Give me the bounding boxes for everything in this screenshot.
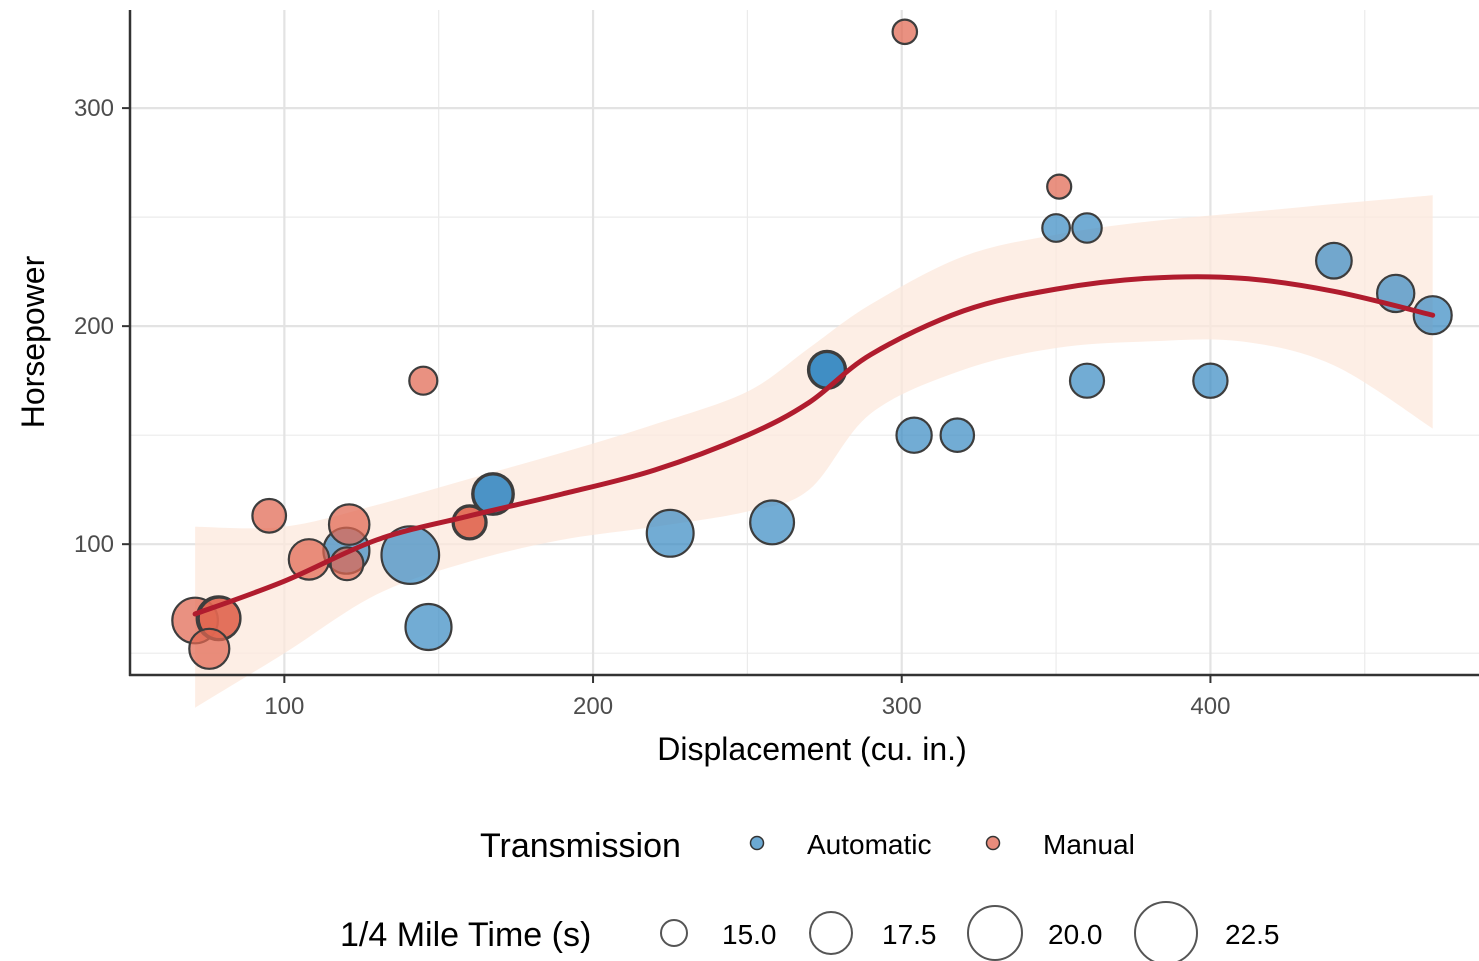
point-automatic	[380, 525, 441, 585]
quarter-mile-legend: 1/4 Mile Time (s) 15.0 17.5 20.0 22.5	[340, 901, 1280, 961]
point-manual	[1046, 173, 1073, 200]
point-automatic	[472, 473, 514, 515]
smooth-line-layer	[192, 274, 1436, 617]
point-automatic	[939, 417, 976, 454]
point-manual	[287, 538, 331, 581]
x-tick-label: 100	[264, 693, 304, 720]
confidence-band	[195, 195, 1433, 708]
axes: 100 200 300 400 100 200 300	[74, 10, 1479, 720]
confidence-band-layer	[195, 195, 1433, 708]
transmission-legend: Transmission Automatic Manual	[480, 827, 1135, 865]
point-manual	[327, 503, 371, 546]
legend-title-quarter-mile: 1/4 Mile Time (s)	[340, 916, 591, 954]
x-axis-title: Displacement (cu. in.)	[657, 731, 966, 767]
point-automatic	[1071, 212, 1103, 244]
legend-size-label-15: 15.0	[722, 919, 777, 950]
legend-key-automatic	[749, 835, 765, 851]
point-manual	[188, 627, 231, 670]
point-automatic	[749, 499, 796, 546]
y-tick-label: 300	[74, 95, 114, 122]
legend-size-key-20	[967, 905, 1023, 961]
y-tick-label: 100	[74, 531, 114, 558]
legend-size-key-17-5	[809, 911, 853, 955]
x-tick-label: 400	[1190, 693, 1230, 720]
point-automatic	[1041, 213, 1071, 243]
point-automatic	[1192, 362, 1229, 399]
point-manual	[891, 18, 919, 46]
point-automatic	[1068, 362, 1106, 399]
x-tick-label: 200	[573, 693, 613, 720]
y-tick-label: 200	[74, 313, 114, 340]
point-automatic	[404, 602, 453, 652]
legend-size-key-22-5	[1134, 901, 1198, 961]
x-tick-label: 300	[882, 693, 922, 720]
point-manual	[251, 497, 288, 534]
legend-size-label-20: 20.0	[1048, 919, 1103, 950]
legend-title-transmission: Transmission	[480, 827, 681, 865]
point-manual	[408, 365, 439, 396]
y-axis-title: Horsepower	[15, 255, 51, 428]
legend-size-label-17-5: 17.5	[882, 919, 937, 950]
point-automatic	[1314, 241, 1353, 280]
point-automatic	[895, 416, 933, 454]
point-automatic	[645, 508, 695, 558]
smooth-trend-line	[192, 274, 1436, 617]
legend-size-label-22-5: 22.5	[1225, 919, 1280, 950]
legend-key-manual	[985, 835, 1001, 851]
points-layer	[171, 18, 1453, 670]
legend-size-key-15	[660, 919, 688, 947]
legend-label-manual: Manual	[1043, 829, 1135, 860]
legend-label-automatic: Automatic	[807, 829, 932, 860]
point-automatic	[808, 350, 846, 389]
